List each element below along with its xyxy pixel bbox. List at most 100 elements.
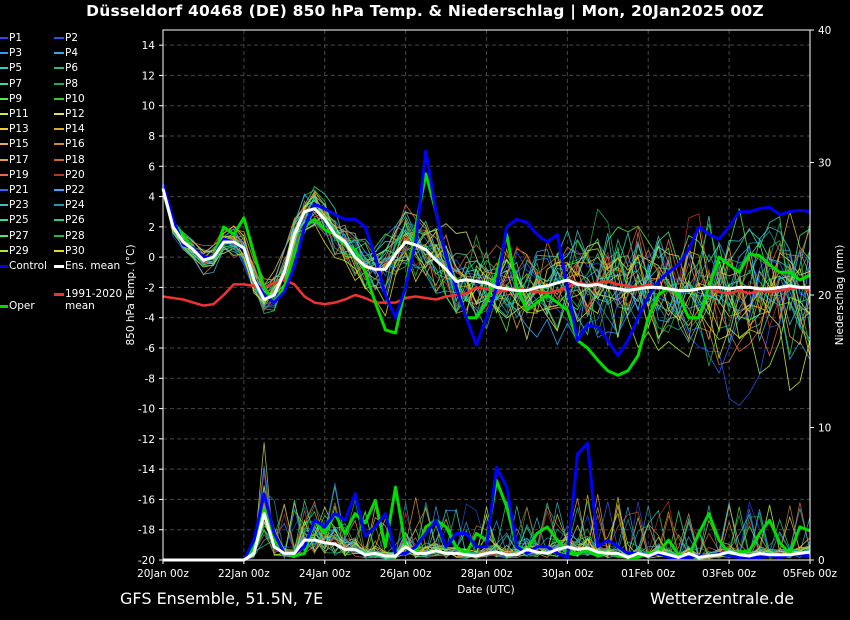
legend-swatch (0, 158, 8, 161)
legend-item-p25: P25 (0, 214, 29, 226)
legend-item-p27: P27 (0, 230, 29, 242)
legend-label: Ens. mean (65, 260, 121, 272)
x-tick-label: 26Jan 00z (380, 568, 432, 580)
x-tick-label: 01Feb 00z (621, 568, 676, 580)
legend-item-p30: P30 (54, 245, 85, 257)
legend-label: P15 (9, 138, 29, 151)
legend: P1 P2 P3 P4 P5 P6 P7 P8 P9 P10 P11 P12 P13 P14 P15 P16 P… (0, 32, 130, 322)
member-temp-line (162, 189, 811, 355)
y-left-tick-label: 4 (148, 192, 155, 204)
y-axis-label-right: Niederschlag (mm) (834, 245, 846, 346)
legend-item-p8: P8 (54, 78, 78, 90)
legend-swatch (0, 52, 8, 55)
legend-label: P16 (65, 138, 85, 151)
y-right-tick-label: 40 (818, 25, 831, 37)
legend-label: P26 (65, 214, 85, 227)
legend-item-p7: P7 (0, 78, 22, 90)
legend-label: P6 (65, 62, 79, 75)
legend-swatch (0, 204, 8, 207)
y-left-tick-label: -20 (138, 555, 155, 567)
legend-label: P18 (65, 153, 85, 166)
y-left-tick-label: 14 (142, 40, 156, 52)
y-right-tick-label: 10 (818, 423, 831, 435)
legend-label: P10 (65, 92, 85, 105)
member-temp-line (162, 192, 811, 342)
legend-swatch (54, 67, 64, 70)
member-temp-line (162, 188, 811, 360)
legend-item-p22: P22 (54, 184, 85, 196)
legend-label: P24 (65, 199, 85, 212)
legend-label: P28 (65, 229, 85, 242)
legend-swatch (54, 249, 64, 252)
y-left-tick-label: -8 (145, 373, 155, 385)
legend-label: P13 (9, 123, 29, 136)
legend-swatch (0, 67, 8, 70)
y-left-tick-label: -6 (145, 343, 156, 355)
legend-swatch (54, 158, 64, 161)
legend-item-p18: P18 (54, 154, 85, 166)
legend-swatch (54, 264, 64, 268)
legend-label: P14 (65, 123, 85, 136)
y-left-tick-label: -16 (138, 494, 155, 506)
y-left-tick-label: 0 (148, 252, 155, 264)
legend-item-p19: P19 (0, 169, 29, 181)
legend-swatch (0, 173, 8, 176)
legend-label: P1 (9, 32, 23, 44)
legend-label: P27 (9, 229, 29, 242)
legend-item-control: Control (0, 260, 47, 272)
legend-label: P4 (65, 47, 79, 60)
member-temp-line (162, 192, 811, 336)
legend-label: 1991-2020 mean (65, 288, 123, 312)
model-info: GFS Ensemble, 51.5N, 7E (120, 589, 324, 608)
legend-swatch (54, 143, 64, 146)
legend-label: P5 (9, 62, 23, 75)
member-temp-line (162, 184, 811, 333)
legend-swatch (0, 37, 8, 39)
y-left-tick-label: 12 (142, 70, 155, 82)
y-left-tick-label: 2 (148, 222, 155, 234)
legend-label: P11 (9, 108, 29, 120)
x-tick-label: 30Jan 00z (541, 568, 593, 580)
x-tick-label: 22Jan 00z (218, 568, 270, 580)
legend-label: P9 (9, 92, 23, 105)
temperature-lines (161, 149, 811, 377)
legend-item-p29: P29 (0, 245, 29, 257)
precipitation-lines (163, 441, 811, 562)
legend-swatch (0, 97, 8, 100)
member-temp-line (162, 193, 811, 367)
legend-label: P2 (65, 32, 79, 44)
y-left-tick-label: -2 (145, 282, 155, 294)
legend-item-p16: P16 (54, 138, 85, 150)
y-right-ticks: 40 30 20 10 0 (810, 25, 831, 567)
legend-swatch (54, 293, 64, 296)
y-left-tick-label: -18 (138, 525, 155, 537)
legend-item-p14: P14 (54, 123, 85, 135)
legend-swatch (0, 304, 8, 308)
legend-item-p10: P10 (54, 93, 85, 105)
legend-swatch (0, 128, 8, 131)
y-left-ticks: 14 12 10 8 6 4 2 0 -2 -4 -6 -8 -10 -12 -14 -16 -18 -20 (138, 40, 163, 567)
legend-label: Oper (9, 300, 35, 312)
legend-item-p21: P21 (0, 184, 29, 196)
legend-item-p4: P4 (54, 47, 78, 59)
legend-item-p23: P23 (0, 199, 29, 211)
legend-swatch (0, 234, 8, 237)
legend-label: Control (9, 260, 47, 272)
legend-swatch (54, 189, 64, 191)
legend-label: P20 (65, 168, 85, 181)
legend-swatch (54, 219, 64, 222)
x-tick-label: 03Feb 00z (702, 568, 757, 580)
member-temp-line (162, 183, 811, 335)
chart-title: Düsseldorf 40468 (DE) 850 hPa Temp. & Ni… (86, 2, 764, 20)
y-left-tick-label: -12 (138, 434, 155, 446)
legend-item-p6: P6 (54, 62, 78, 74)
x-tick-label: 20Jan 00z (137, 568, 189, 580)
member-temp-line (162, 186, 811, 357)
legend-item-p5: P5 (0, 62, 22, 74)
legend-swatch (54, 37, 64, 39)
legend-swatch (0, 264, 8, 268)
x-tick-label: 28Jan 00z (461, 568, 513, 580)
legend-swatch (0, 82, 8, 85)
y-left-tick-label: -4 (145, 313, 156, 325)
